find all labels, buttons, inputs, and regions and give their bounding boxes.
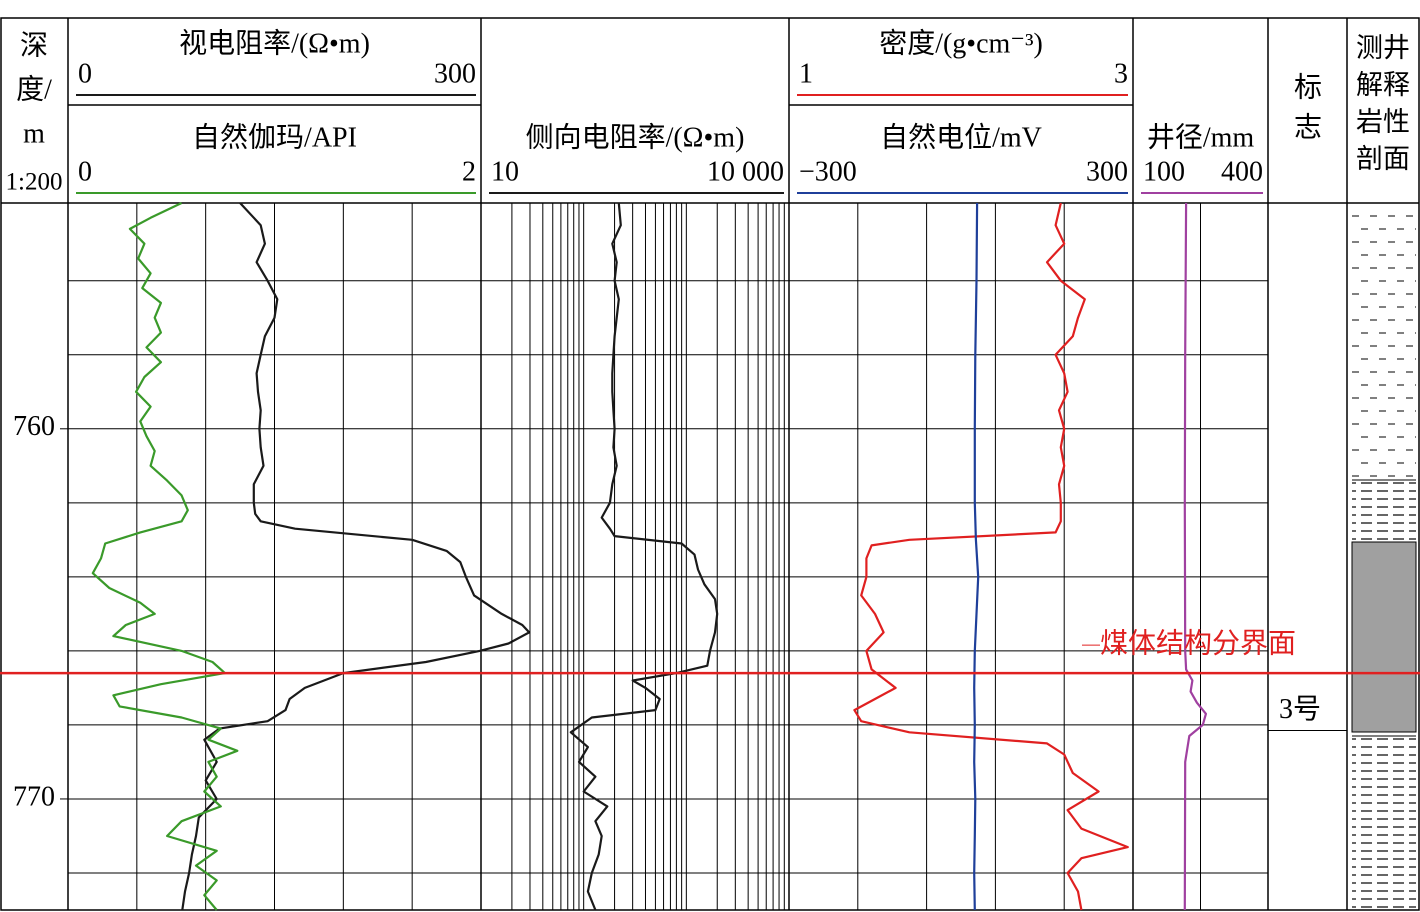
lithology-header: 测井 [1356, 33, 1410, 63]
frame [0, 17, 1420, 911]
curve-name: 自然电位/mV [880, 121, 1042, 153]
log-curve [853, 202, 1129, 911]
curve-scale-label: −300 [799, 156, 857, 187]
lithology-header: 岩性 [1356, 107, 1410, 137]
depth-header: 深 [20, 30, 48, 61]
scale-label: 1:200 [6, 169, 63, 196]
curve-name: 侧向电阻率/(Ω•m) [526, 121, 745, 153]
marker-header: 标 [1294, 71, 1322, 103]
curve-scale-label: 0 [78, 156, 92, 187]
log-curve [1183, 202, 1207, 911]
log-curve [181, 202, 531, 911]
depth-tick-label: 760 [13, 411, 55, 442]
curve-scale-label: 3 [1114, 58, 1128, 89]
log-curve [973, 202, 980, 911]
curve-scale-label: 300 [1086, 156, 1128, 187]
curve-scale-label: 1 [799, 58, 813, 89]
lithology-column [1351, 210, 1417, 908]
marker-header: 志 [1294, 111, 1322, 143]
curve-scale-label: 10 000 [707, 156, 784, 187]
curve-scale-label: 400 [1221, 156, 1263, 187]
curve-scale-label: 0 [78, 58, 92, 89]
log-curve [569, 202, 719, 911]
lithology-header: 解释 [1356, 70, 1410, 100]
depth-header: 度/ [16, 73, 52, 105]
curve-scale-label: 100 [1143, 156, 1185, 187]
curve-scale-label: 300 [434, 58, 476, 89]
curve-scale-label: 10 [491, 156, 519, 187]
boundary-label: 煤体结构分界面 [1100, 627, 1296, 658]
curve-name: 密度/(g•cm⁻³) [879, 27, 1043, 59]
log-curve [91, 202, 239, 911]
curve-name: 自然伽玛/API [192, 121, 357, 153]
lithology-header: 剖面 [1356, 144, 1410, 174]
curve-scale-label: 2 [462, 156, 476, 187]
curve-name: 井径/mm [1147, 121, 1255, 153]
depth-tick-label: 770 [13, 781, 55, 812]
depth-header: m [23, 118, 45, 149]
curve-name: 视电阻率/(Ω•m) [179, 27, 370, 59]
marker-label: 3号 [1279, 694, 1321, 725]
